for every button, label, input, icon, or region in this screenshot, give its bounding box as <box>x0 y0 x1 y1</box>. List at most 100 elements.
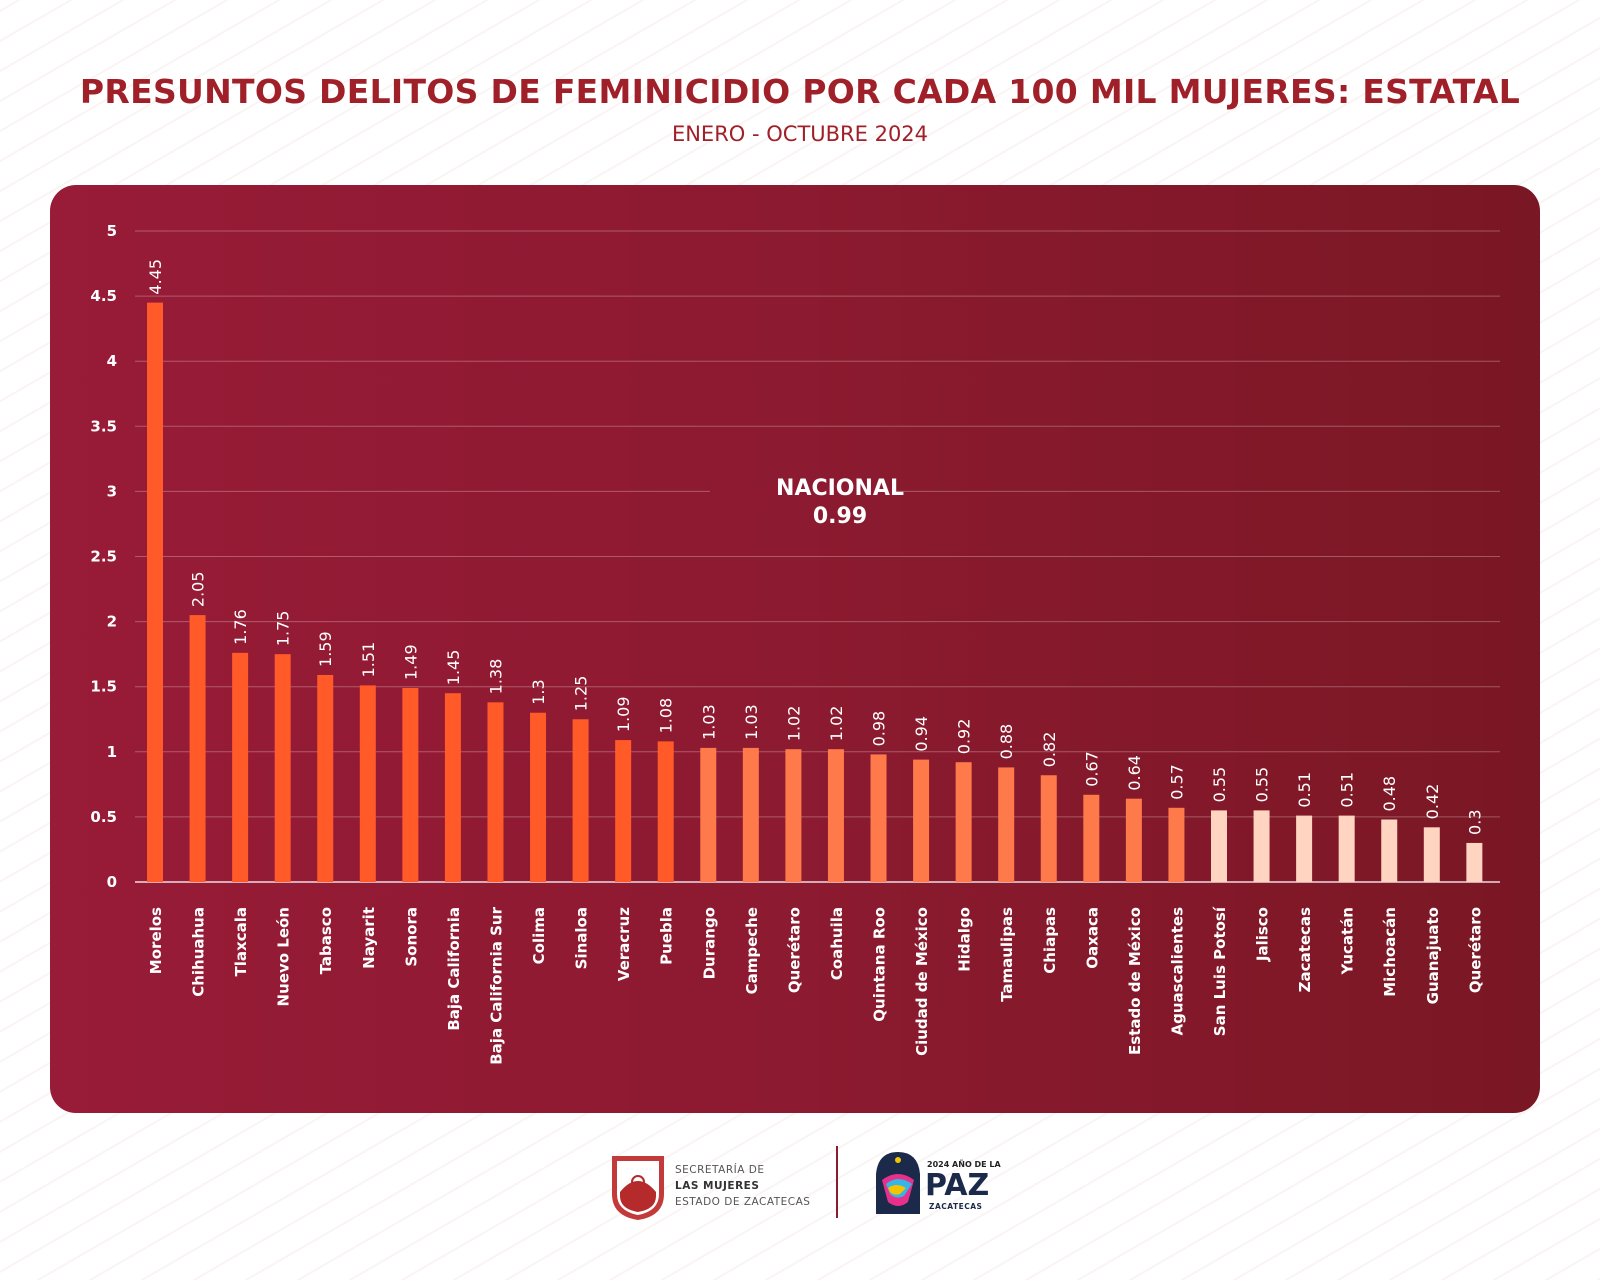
bar-value-label: 1.08 <box>657 698 676 734</box>
footer-divider <box>836 1146 838 1218</box>
category-label: Oaxaca <box>1083 907 1101 969</box>
bar-value-label: 0.67 <box>1082 751 1101 787</box>
bar-value-label: 2.05 <box>189 571 208 607</box>
y-tick-label: 3 <box>107 482 117 500</box>
bar-value-label: 0.88 <box>997 724 1016 760</box>
bar-value-label: 1.49 <box>401 644 420 680</box>
category-label: Tlaxcala <box>232 907 250 976</box>
bar-value-label: 0.57 <box>1167 764 1186 800</box>
nacional-value: 0.99 <box>812 504 868 529</box>
bar <box>657 741 674 882</box>
secretaria-line1: SECRETARÍA DE <box>675 1164 765 1176</box>
bar-value-label: 1.59 <box>316 631 335 667</box>
bar-value-label: 0.92 <box>955 719 974 755</box>
secretaria-line3: ESTADO DE ZACATECAS <box>675 1196 811 1208</box>
bar-value-label: 0.42 <box>1423 784 1442 820</box>
category-label: Michoacán <box>1381 907 1399 997</box>
bar <box>1083 794 1100 882</box>
bar <box>955 762 972 882</box>
category-label: Puebla <box>658 907 676 965</box>
category-label: Sinaloa <box>573 907 591 969</box>
bar-value-label: 1.45 <box>444 650 463 686</box>
category-label: Durango <box>700 907 718 979</box>
bar <box>189 615 206 882</box>
y-tick-label: 4.5 <box>90 287 117 305</box>
y-tick-label: 4 <box>107 352 117 370</box>
bar-value-label: 0.94 <box>912 716 931 752</box>
bar-chart: 00.511.522.533.544.55 4.452.051.76 1.751.… <box>90 222 1500 1065</box>
paz-big-text: PAZ <box>925 1168 990 1203</box>
bar-value-label: 1.38 <box>486 659 505 695</box>
category-labels: Morelos Chihuahua Tlaxcala Nuevo León Tabasc… <box>147 906 1484 1065</box>
category-label: Coahuila <box>828 907 846 980</box>
bar <box>827 749 844 882</box>
category-label: Tabasco <box>317 907 335 974</box>
bar-value-label: 0.51 <box>1295 772 1314 808</box>
paz-sub-text: ZACATECAS <box>929 1202 983 1211</box>
bar <box>317 674 334 882</box>
category-label: Quintana Roo <box>871 907 889 1022</box>
bar-value-label: 0.98 <box>870 711 889 747</box>
category-label: Jalisco <box>1254 907 1272 962</box>
paz-logo <box>876 1152 920 1214</box>
bar <box>530 712 547 882</box>
y-tick-label: 1 <box>107 743 117 761</box>
category-label: Tamaulipas <box>998 907 1016 1002</box>
bar-value-label: 1.02 <box>827 706 846 742</box>
bar <box>1466 842 1483 882</box>
bar-value-label: 0.3 <box>1465 809 1484 834</box>
chart-title: PRESUNTOS DELITOS DE FEMINICIDIO POR CAD… <box>79 72 1521 111</box>
category-label: Estado de México <box>1126 907 1144 1055</box>
bar <box>1040 775 1057 882</box>
category-label: Colima <box>530 907 548 964</box>
y-tick-label: 0 <box>107 873 117 891</box>
category-label: Nayarit <box>360 907 378 969</box>
category-label: Querétaro <box>785 907 803 993</box>
category-label: Yucatán <box>1339 907 1357 975</box>
category-label: Nuevo León <box>275 907 293 1006</box>
y-tick-label: 3.5 <box>90 417 117 435</box>
bar-value-label: 1.03 <box>699 704 718 740</box>
bar <box>913 759 930 882</box>
y-axis-ticks: 0 0.5 1 1.5 2 2.5 3 3.5 4 4.5 5 <box>90 222 117 891</box>
category-label: Veracruz <box>615 907 633 981</box>
category-label: Aguascalientes <box>1168 907 1186 1036</box>
secretaria-mujeres-logo <box>612 1156 664 1220</box>
category-label: San Luis Potosí <box>1211 906 1229 1036</box>
bar-value-label: 0.82 <box>1040 732 1059 768</box>
category-label: Hidalgo <box>956 907 974 972</box>
bar <box>615 740 632 882</box>
bar-value-label: 0.64 <box>1125 755 1144 791</box>
category-label: Zacatecas <box>1296 907 1314 992</box>
category-label: Querétaro <box>1466 907 1484 993</box>
bar <box>274 654 291 882</box>
bar <box>232 652 249 882</box>
bar <box>1338 815 1355 882</box>
bar <box>402 688 419 882</box>
bar <box>785 749 802 882</box>
y-tick-label: 0.5 <box>90 808 117 826</box>
category-label: Campeche <box>743 907 761 994</box>
footer-logos: SECRETARÍA DE LAS MUJERES ESTADO DE ZACA… <box>0 1140 1600 1240</box>
bar-value-label: 1.76 <box>231 609 250 645</box>
bar <box>1253 810 1270 882</box>
bar-value-label: 0.55 <box>1210 767 1229 803</box>
paz-small-text: 2024 AÑO DE LA <box>927 1160 1001 1169</box>
bar <box>870 754 887 882</box>
bar <box>700 747 717 882</box>
chart-panel: 0 0.5 1 1.5 2 2.5 3 3.5 4 4.5 5 4.45 2.05 1.76 1.75 1.… <box>50 185 1540 1113</box>
bar <box>1211 810 1227 882</box>
bar-value-label: 1.75 <box>274 611 293 647</box>
value-labels: 4.45 2.05 1.76 1.75 1.59 1.51 1.49 1.45 1.38 1.3 1… <box>146 259 1484 835</box>
bar-value-label: 1.3 <box>529 679 548 704</box>
bar-value-label: 1.02 <box>784 706 803 742</box>
annotation-mask <box>710 485 895 498</box>
bar-value-label: 1.03 <box>742 704 761 740</box>
bar <box>572 719 589 882</box>
y-tick-label: 2 <box>107 613 117 631</box>
bar <box>998 767 1015 882</box>
bar-value-label: 1.51 <box>359 642 378 678</box>
bar-value-label: 0.48 <box>1380 776 1399 812</box>
category-label: Sonora <box>402 907 420 967</box>
category-label: Guanajuato <box>1424 907 1442 1004</box>
